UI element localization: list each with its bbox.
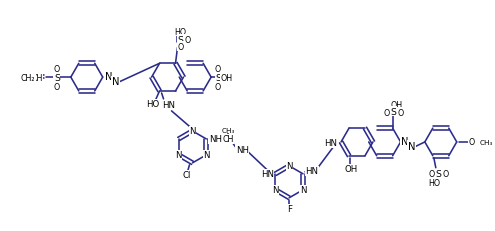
Text: OH: OH [220,73,232,82]
Text: O: O [177,43,184,52]
Text: N: N [401,136,408,146]
Text: HN: HN [325,139,338,148]
Text: N: N [112,77,119,87]
Text: CH: CH [32,73,43,82]
Text: O: O [443,170,449,178]
Text: S: S [54,73,60,82]
Text: CH₃: CH₃ [222,128,235,133]
Text: S: S [215,73,221,82]
Text: O: O [54,82,60,91]
Text: N: N [408,141,415,151]
Text: O: O [429,170,435,178]
Text: CH₃: CH₃ [480,139,493,145]
Text: O: O [184,36,191,45]
Text: S: S [178,36,184,45]
Text: N: N [300,185,306,195]
Text: O: O [397,108,404,117]
Text: NH: NH [209,135,222,144]
Text: O: O [54,64,60,73]
Text: S: S [391,107,396,116]
Text: N: N [175,151,182,160]
Text: N: N [189,127,196,136]
Text: CH: CH [223,135,234,144]
Text: Cl: Cl [182,171,191,179]
Text: N: N [105,72,112,82]
Text: HO: HO [429,178,441,187]
Text: N: N [272,185,279,195]
Text: OH: OH [345,164,358,173]
Text: HN: HN [162,101,175,110]
Text: O: O [215,82,221,91]
Text: OH: OH [391,100,403,109]
Text: N: N [286,162,293,171]
Text: S: S [436,170,442,178]
Text: N: N [203,151,209,160]
Text: F: F [287,204,292,213]
Text: HN: HN [261,170,274,179]
Text: HO: HO [146,100,159,109]
Text: O: O [384,108,390,117]
Text: HO: HO [174,28,187,37]
Text: NH: NH [236,146,248,155]
Text: O: O [469,138,475,147]
Text: CH₂: CH₂ [21,73,35,82]
Text: HN: HN [305,167,318,176]
Text: O: O [215,64,221,73]
